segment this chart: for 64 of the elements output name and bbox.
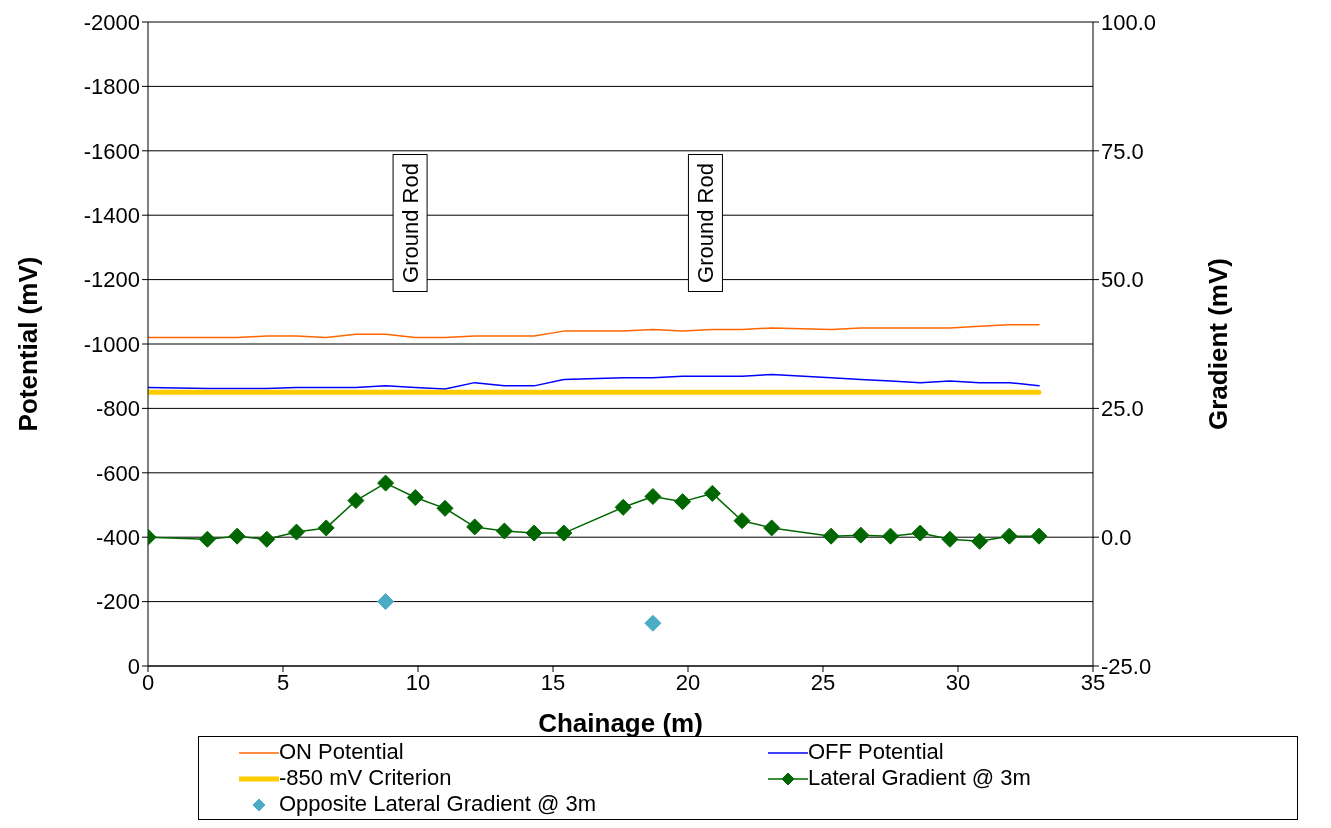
point: [882, 527, 899, 545]
y-tick-label: -1800: [83, 74, 140, 100]
annotation: Ground Rod: [397, 163, 423, 283]
point: [228, 527, 246, 545]
x-tick-label: 5: [276, 669, 290, 695]
legend-label: OFF Potential: [807, 739, 945, 765]
line-series: [148, 323, 1040, 339]
x-tick-label: 20: [675, 669, 701, 695]
y-tick-label: 0: [127, 653, 140, 679]
point: [941, 530, 959, 548]
legend-label: -850 mV Criterion: [278, 765, 453, 791]
point: [377, 593, 395, 611]
legend-label: Opposite Lateral Gradient @ 3m: [278, 791, 598, 817]
x-tick-label: 15: [540, 669, 566, 695]
point: [703, 484, 721, 502]
point: [258, 530, 276, 548]
point: [644, 614, 662, 632]
y-axis-title: Potential (mV): [13, 256, 44, 432]
y-tick-label: -1600: [83, 138, 140, 164]
legend-label: Lateral Gradient @ 3m: [807, 765, 1032, 791]
y-tick-label: -200: [95, 589, 140, 615]
point: [288, 523, 305, 541]
point: [644, 488, 662, 505]
point: [822, 527, 840, 545]
point: [1030, 527, 1048, 545]
y-tick-label: -600: [95, 460, 140, 486]
y-tick-label: -1200: [83, 267, 140, 293]
point: [763, 519, 781, 537]
point: [198, 530, 216, 548]
y2-tick-label: 0.0: [1101, 525, 1132, 551]
x-tick-label: 10: [405, 669, 431, 695]
point: [347, 492, 365, 510]
point: [406, 489, 424, 507]
x-tick-label: 30: [945, 669, 971, 695]
point: [377, 474, 395, 492]
x-tick-label: 25: [810, 669, 836, 695]
y2-tick-label: 50.0: [1101, 267, 1144, 293]
point: [525, 524, 543, 542]
point: [674, 493, 692, 511]
y-tick-label: -2000: [83, 9, 140, 35]
annotation: Ground Rod: [692, 163, 718, 283]
point: [614, 498, 632, 516]
y-tick-label: -1400: [83, 203, 140, 229]
point: [733, 512, 751, 530]
x-axis-title: Chainage (m): [538, 708, 703, 738]
x-tick-label: 35: [1080, 669, 1106, 695]
y-tick-label: -800: [95, 396, 140, 422]
point: [971, 532, 989, 550]
line-series: [148, 373, 1040, 390]
point: [852, 526, 870, 544]
y2-tick-label: 100.0: [1101, 9, 1157, 35]
y2-tick-label: 25.0: [1101, 396, 1144, 422]
y2-axis-title: Gradient (mV): [1203, 258, 1234, 430]
point: [1000, 527, 1018, 545]
point: [466, 518, 484, 536]
y-tick-label: -400: [95, 525, 140, 551]
legend-label: ON Potential: [278, 739, 405, 765]
point: [555, 524, 573, 542]
y-tick-label: -1000: [83, 331, 140, 357]
point: [911, 524, 929, 542]
point: [495, 522, 513, 540]
y2-tick-label: 75.0: [1101, 138, 1144, 164]
point: [317, 519, 335, 537]
point: [436, 499, 454, 517]
